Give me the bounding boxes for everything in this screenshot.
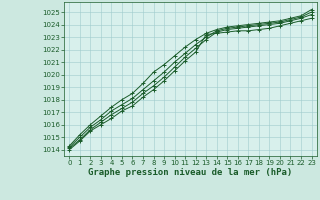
X-axis label: Graphe pression niveau de la mer (hPa): Graphe pression niveau de la mer (hPa) (88, 168, 292, 177)
